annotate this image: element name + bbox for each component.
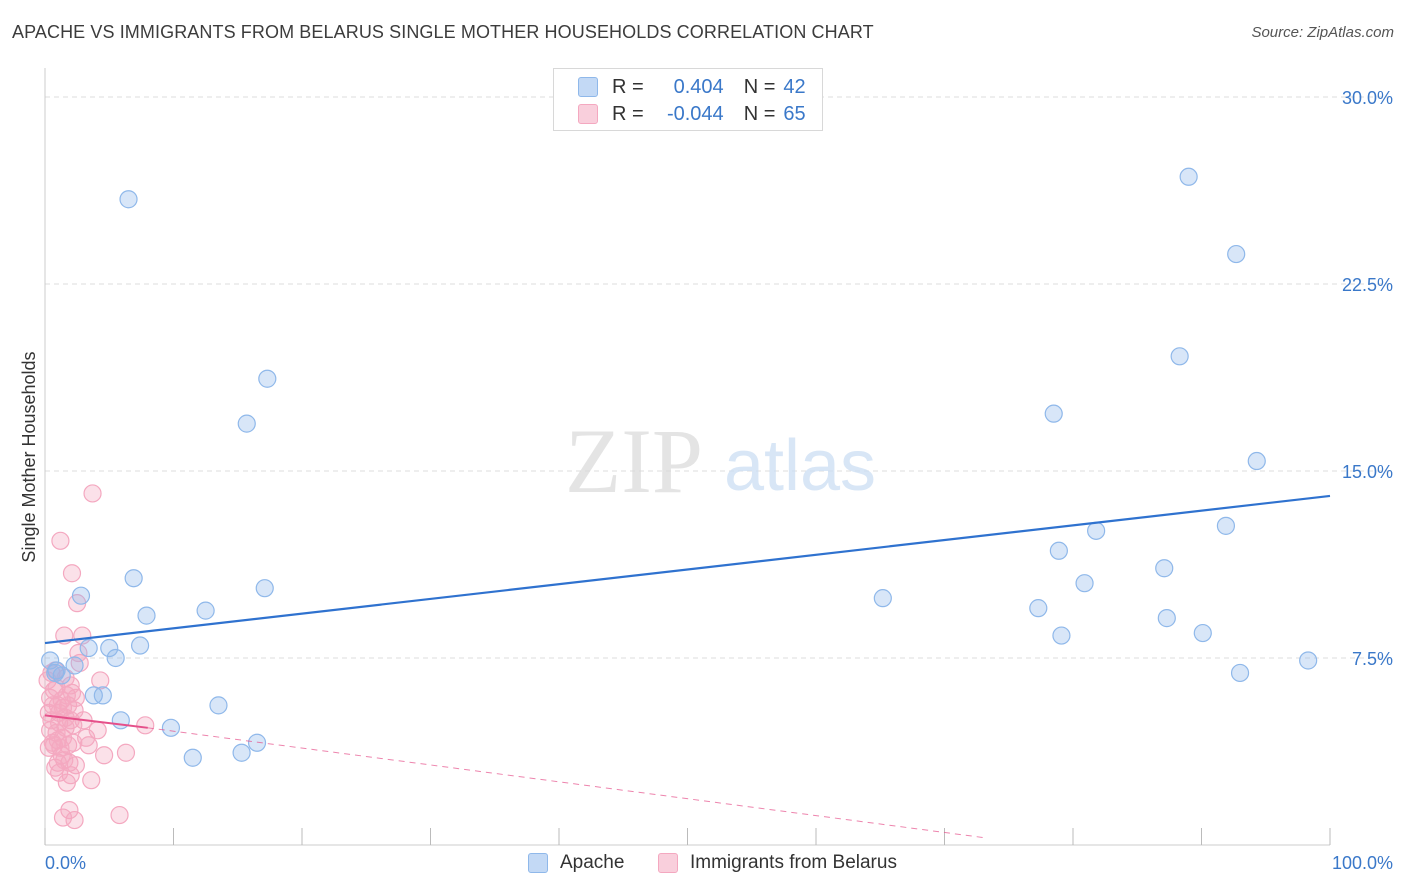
- belarus-point: [53, 808, 73, 827]
- apache-point: [183, 748, 202, 767]
- belarus-point: [60, 800, 79, 820]
- apache-point: [65, 656, 84, 675]
- r-label: R =: [612, 75, 644, 98]
- apache-point: [79, 638, 98, 658]
- apache-point: [1216, 516, 1236, 535]
- belarus-point: [82, 771, 101, 790]
- watermark-atlas: atlas: [724, 426, 876, 506]
- belarus-point: [64, 733, 83, 752]
- belarus-point: [41, 688, 60, 707]
- y-tick-label: 22.5%: [1342, 275, 1393, 295]
- r-label: R =: [612, 102, 644, 125]
- apache-point: [161, 718, 181, 737]
- apache-point: [1299, 651, 1318, 670]
- belarus-point: [50, 763, 69, 782]
- belarus-point: [61, 676, 80, 695]
- belarus-point: [88, 721, 107, 740]
- belarus-point: [136, 716, 155, 735]
- apache-swatch: [578, 77, 598, 97]
- belarus-point: [95, 746, 114, 765]
- n-label: N =: [743, 75, 776, 98]
- apache-point: [111, 711, 130, 730]
- apache-point: [71, 586, 91, 605]
- belarus-point: [65, 810, 84, 830]
- watermark-zip: ZIP: [565, 410, 703, 512]
- apache-point: [106, 648, 125, 668]
- apache-point: [1193, 623, 1212, 643]
- apache-point: [1049, 541, 1068, 560]
- x-tick-label: 100.0%: [1332, 853, 1393, 873]
- apache-point: [873, 589, 892, 608]
- apache-point: [255, 579, 274, 598]
- apache-point: [119, 190, 138, 209]
- n-label: N =: [743, 102, 776, 125]
- legend-row-apache: R = 0.404 N = 42: [578, 75, 806, 99]
- apache-point: [1155, 559, 1174, 578]
- apache-point: [1230, 663, 1250, 683]
- apache-point: [1247, 451, 1266, 471]
- belarus-legend-label: Immigrants from Belarus: [690, 852, 897, 873]
- chart-title: APACHE VS IMMIGRANTS FROM BELARUS SINGLE…: [12, 22, 874, 42]
- belarus-point: [91, 671, 110, 690]
- apache-trend-line: [44, 494, 1331, 645]
- apache-point: [100, 638, 119, 658]
- x-tick-label: 0.0%: [45, 853, 86, 873]
- belarus-point: [83, 484, 102, 503]
- correlation-legend: R = 0.404 N = 42 R = -0.044 N = 65: [553, 68, 823, 131]
- tick-labels: 7.5% 15.0% 22.5% 30.0% 0.0% 100.0%: [45, 88, 1393, 873]
- apache-point: [209, 696, 228, 715]
- apache-point: [258, 369, 277, 388]
- bottom-legend-apache: Apache: [528, 852, 624, 874]
- belarus-trend-line: [44, 714, 148, 729]
- apache-point: [93, 686, 112, 705]
- apache-legend-label: Apache: [560, 852, 625, 873]
- belarus-point: [56, 718, 75, 737]
- bottom-legend-belarus: Immigrants from Belarus: [658, 852, 897, 874]
- apache-point: [1087, 521, 1106, 540]
- apache-point: [1227, 244, 1246, 264]
- belarus-point: [110, 805, 129, 825]
- legend-row-belarus: R = -0.044 N = 65: [578, 102, 806, 126]
- apache-swatch: [528, 853, 548, 873]
- belarus-swatch: [658, 853, 678, 873]
- watermark: ZIP atlas: [565, 410, 876, 512]
- apache-point: [47, 661, 66, 680]
- belarus-r-value: -0.044: [666, 102, 724, 125]
- series-apache-points: [41, 167, 1318, 767]
- apache-r-value: 0.404: [673, 75, 724, 98]
- belarus-trend-extension: [147, 727, 984, 839]
- apache-point: [1157, 609, 1176, 628]
- apache-point: [52, 666, 71, 685]
- apache-point: [124, 569, 143, 588]
- apache-point: [1044, 404, 1063, 423]
- y-axis-label: Single Mother Households: [19, 351, 39, 562]
- belarus-point: [62, 564, 82, 583]
- belarus-point: [52, 746, 71, 765]
- apache-point: [247, 733, 267, 752]
- y-tick-label: 7.5%: [1352, 649, 1393, 669]
- belarus-point: [116, 743, 136, 762]
- apache-n-value: 42: [783, 75, 806, 98]
- apache-point: [130, 636, 150, 655]
- apache-point: [137, 606, 156, 625]
- apache-point: [196, 601, 215, 620]
- y-tick-label: 15.0%: [1342, 462, 1393, 482]
- belarus-point: [51, 531, 70, 550]
- source-label: Source: ZipAtlas.com: [1251, 24, 1394, 41]
- belarus-point: [79, 736, 98, 755]
- apache-point: [1052, 626, 1071, 645]
- trend-lines: [44, 494, 1331, 839]
- apache-point: [232, 743, 251, 762]
- apache-point: [1029, 599, 1048, 618]
- apache-point: [1170, 347, 1189, 366]
- belarus-swatch: [578, 104, 598, 124]
- belarus-n-value: 65: [783, 102, 806, 125]
- y-tick-label: 30.0%: [1342, 88, 1393, 108]
- apache-point: [1075, 574, 1094, 593]
- grid-lines: [45, 96, 1395, 659]
- apache-point: [237, 414, 256, 433]
- apache-point: [1179, 167, 1198, 186]
